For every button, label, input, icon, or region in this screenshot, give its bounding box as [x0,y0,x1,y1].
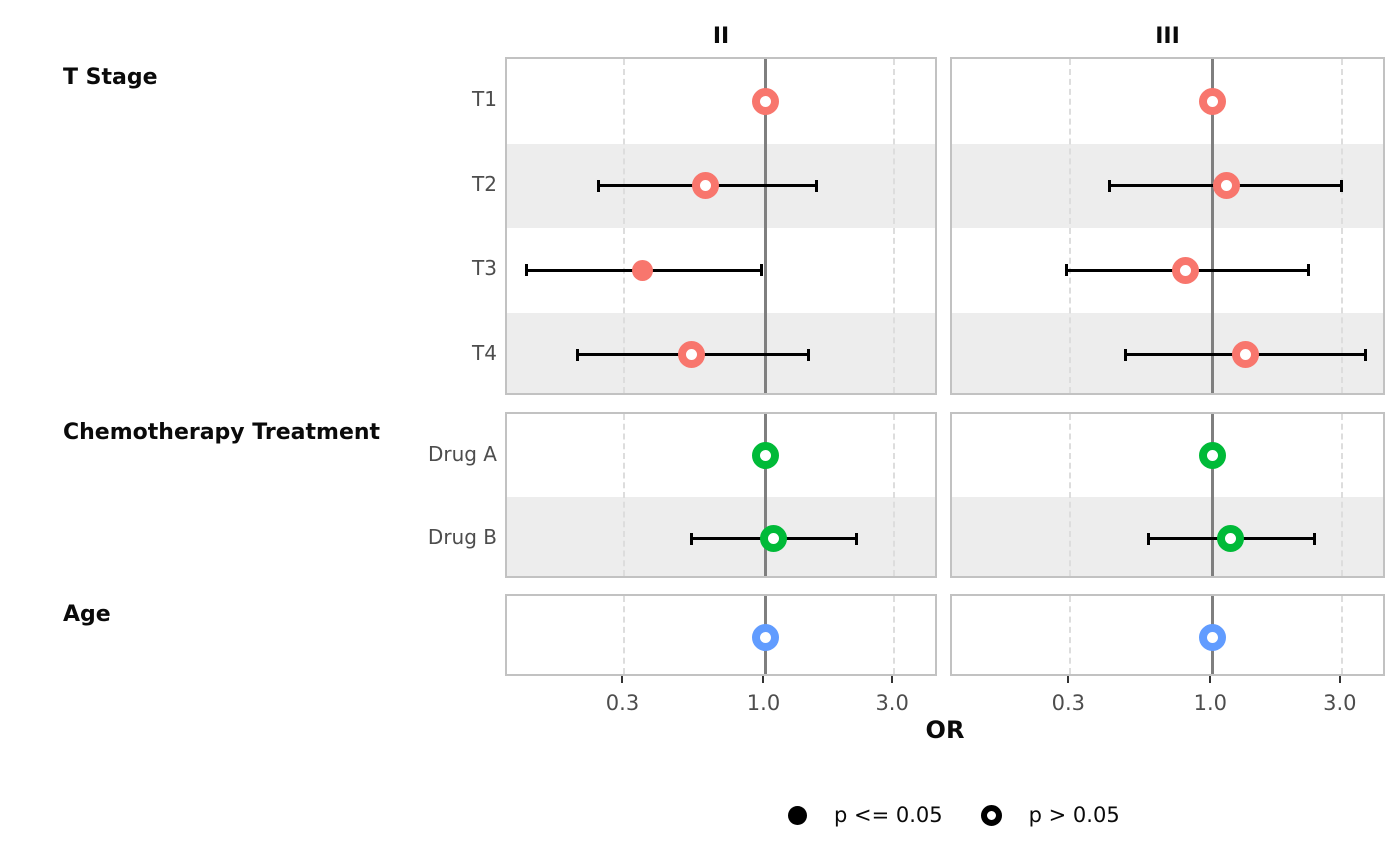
ci-cap-low [525,264,529,277]
or-point-open [759,525,787,552]
panel-2-III [950,594,1385,676]
x-axis-tick-label: 0.3 [605,691,640,715]
reference-line-or-1 [763,414,767,576]
ci-cap-low [1124,348,1128,361]
reference-line-or-1 [763,59,767,393]
or-point-open [1172,256,1200,284]
row-label-drug-a: Drug A [427,441,497,466]
section-label-chemotherapy-treatment: Chemotherapy Treatment [63,420,381,445]
x-axis-tick [1067,676,1070,683]
ci-cap-high [760,264,764,277]
legend: p <= 0.05 p > 0.05 [788,797,1120,833]
row-stripe [952,497,1383,576]
gridline-0.3 [1069,59,1072,393]
or-point-open [751,623,779,651]
ci-cap-low [689,532,693,545]
ci-cap-high [854,532,858,545]
ci-cap-low [1064,264,1068,277]
ci-cap-low [596,179,600,192]
ci-cap-high [815,179,819,192]
ci-cap-low [1108,179,1112,192]
legend-label-significant: p <= 0.05 [834,803,943,827]
panel-0-III [950,57,1385,395]
x-axis-tick-label: 3.0 [875,691,909,715]
ci-cap-high [1363,348,1367,361]
or-point-open [1213,172,1241,200]
gridline-3 [1340,596,1343,674]
row-label-t1: T1 [472,87,497,112]
row-label-t4: T4 [472,340,497,365]
x-axis-tick [762,676,765,683]
section-label-age: Age [63,602,111,627]
x-axis-tick [1209,676,1212,683]
x-axis-title: OR [925,716,965,744]
or-point-open [1232,341,1260,369]
or-point-open [1198,442,1226,469]
x-axis-tick [891,676,894,683]
gridline-0.3 [623,414,626,576]
or-point-open [1198,87,1226,115]
x-axis-tick [1338,676,1341,683]
ci-cap-high [1312,532,1316,545]
gridline-3 [1340,59,1343,393]
or-point-open [1217,525,1245,552]
gridline-3 [1340,414,1343,576]
x-axis-tick [621,676,624,683]
row-stripe [952,312,1383,393]
or-point-open [751,87,779,115]
or-point-filled [632,259,654,281]
legend-label-nonsignificant: p > 0.05 [1028,803,1120,827]
panel-1-III [950,412,1385,578]
ci-cap-low [1146,532,1150,545]
row-label-t2: T2 [472,171,497,196]
or-point-open [751,442,779,469]
reference-line-or-1 [1210,59,1214,393]
panel-2-II [505,594,937,676]
ci-cap-high [1340,179,1344,192]
or-point-open [1198,623,1226,651]
legend-open-circle-icon [980,804,1002,826]
gridline-0.3 [623,59,626,393]
panel-1-II [505,412,937,578]
row-label-t3: T3 [472,256,497,281]
x-axis-tick-label: 1.0 [746,691,781,715]
gridline-0.3 [1069,596,1072,674]
row-stripe [507,497,935,576]
x-axis-tick-label: 3.0 [1323,691,1357,715]
gridline-3 [893,596,896,674]
legend-filled-circle-icon [788,805,807,825]
or-point-open [677,341,705,369]
ci-cap-high [806,348,810,361]
gridline-0.3 [623,596,626,674]
gridline-3 [893,59,896,393]
panel-0-II [505,57,937,395]
gridline-3 [893,414,896,576]
x-axis-tick-label: 1.0 [1193,691,1227,715]
panel-title-III: III [1155,24,1180,49]
section-label-t-stage: T Stage [63,65,158,90]
reference-line-or-1 [1210,414,1214,576]
panel-title-II: II [712,24,730,49]
ci-cap-low [575,348,579,361]
ci-cap-high [1307,264,1311,277]
or-point-open [692,172,720,200]
gridline-0.3 [1069,414,1072,576]
row-label-drug-b: Drug B [427,524,497,549]
x-axis-tick-label: 0.3 [1051,691,1085,715]
